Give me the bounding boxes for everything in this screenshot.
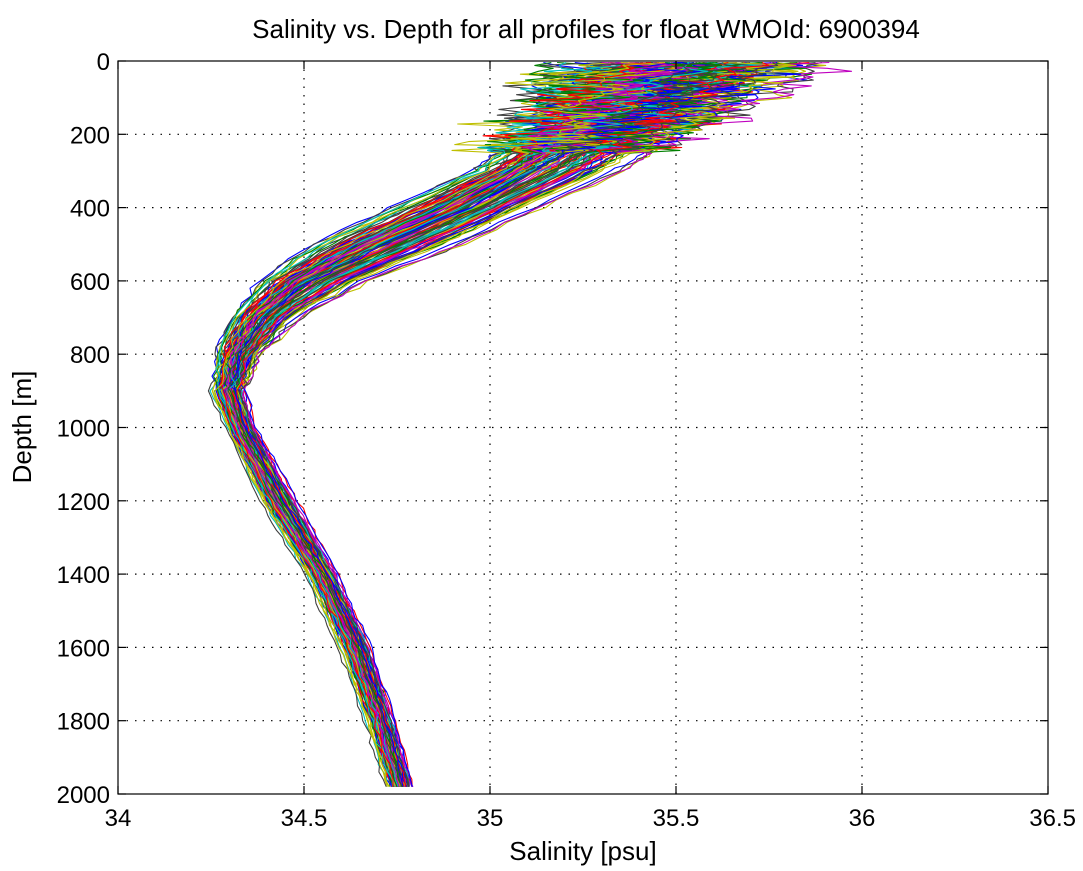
profile-line bbox=[227, 61, 699, 787]
y-tick-label: 600 bbox=[70, 269, 110, 296]
profile-line bbox=[215, 61, 593, 787]
y-tick-label: 400 bbox=[70, 196, 110, 223]
y-axis-ticks: 0 200 400 600 800 1000 1200 1400 1600 1800 2000 bbox=[57, 49, 1048, 809]
chart-title: Salinity vs. Depth for all profiles for … bbox=[252, 14, 920, 44]
y-tick-label: 1200 bbox=[57, 489, 110, 516]
y-tick-label: 1800 bbox=[57, 709, 110, 736]
y-axis-label: Depth [m] bbox=[7, 371, 37, 484]
profile-line bbox=[214, 61, 666, 787]
y-tick-label: 1600 bbox=[57, 635, 110, 662]
y-tick-label: 800 bbox=[70, 342, 110, 369]
profile-line bbox=[239, 62, 779, 787]
y-tick-label: 0 bbox=[97, 49, 110, 76]
x-tick-label: 36.5 bbox=[1029, 805, 1076, 832]
grid-lines bbox=[118, 61, 1048, 794]
y-tick-label: 2000 bbox=[57, 782, 110, 809]
profile-line bbox=[220, 61, 651, 787]
profile-line bbox=[229, 61, 729, 787]
x-axis-label: Salinity [psu] bbox=[509, 836, 656, 866]
x-tick-label: 36 bbox=[849, 805, 876, 832]
x-tick-label: 35 bbox=[477, 805, 504, 832]
x-axis-ticks: 34 34.5 35 35.5 36 36.5 bbox=[105, 61, 1076, 832]
profile-line bbox=[238, 61, 823, 787]
x-tick-label: 34.5 bbox=[281, 805, 328, 832]
y-tick-label: 1000 bbox=[57, 416, 110, 443]
profile-line bbox=[235, 61, 797, 787]
profile-line bbox=[225, 61, 675, 787]
profile-lines bbox=[207, 61, 853, 788]
y-tick-label: 1400 bbox=[57, 562, 110, 589]
profile-line bbox=[232, 62, 705, 787]
y-tick-label: 200 bbox=[70, 122, 110, 149]
x-tick-label: 35.5 bbox=[653, 805, 700, 832]
profile-line bbox=[227, 61, 698, 787]
x-tick-label: 34 bbox=[105, 805, 132, 832]
